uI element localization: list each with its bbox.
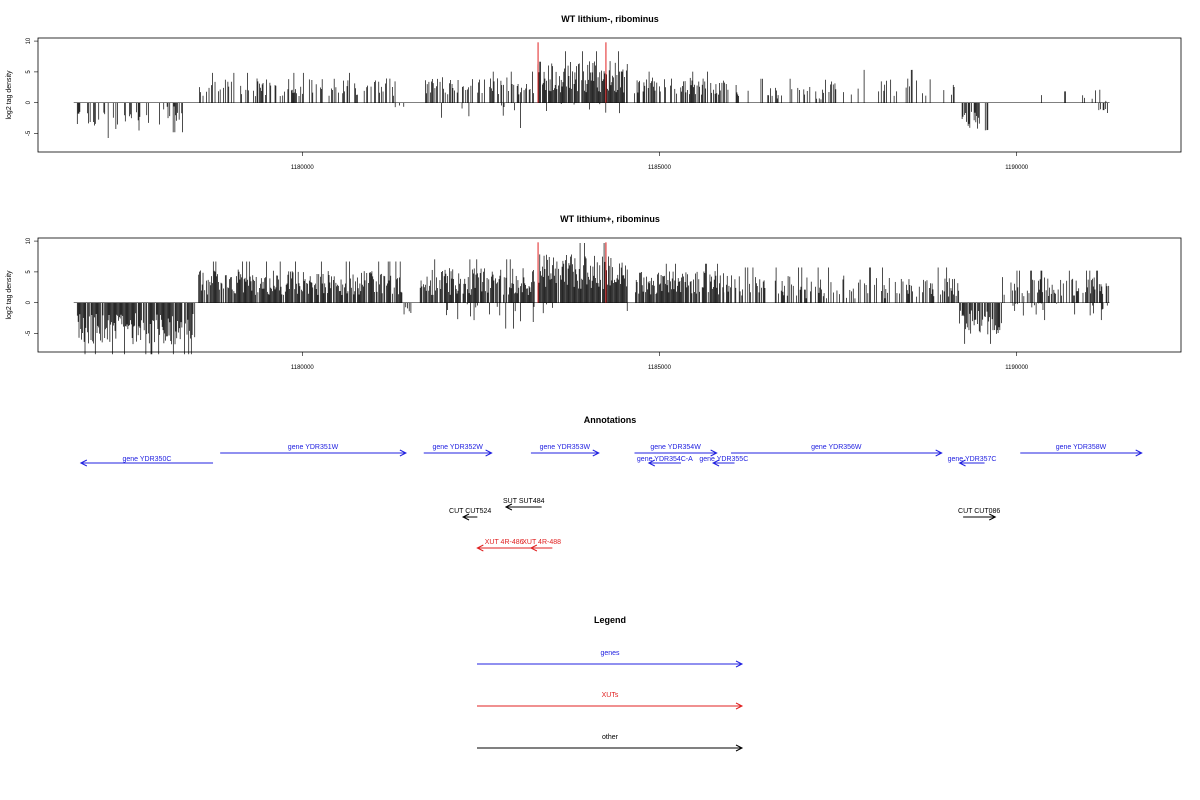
annotation-feature: gene YDR356W xyxy=(730,444,943,457)
feature-label: CUT CUT524 xyxy=(449,508,491,515)
feature-label: XUT 4R-488 xyxy=(522,539,561,546)
legend-title: Legend xyxy=(594,615,626,625)
annotation-feature: gene YDR353W xyxy=(530,444,600,457)
legend-entry: other xyxy=(477,734,744,752)
legend-entry: XUTs xyxy=(477,692,744,710)
feature-label: gene YDR353W xyxy=(540,444,591,451)
feature-label: gene YDR350C xyxy=(122,456,171,463)
x-tick-label: 1190000 xyxy=(1005,165,1029,171)
feature-label: gene YDR354W xyxy=(650,444,701,451)
y-tick-label: -5 xyxy=(26,330,32,336)
axes: -5 0 5 10 1180000 1185000 1190000 xyxy=(26,37,1029,171)
annotation-feature: gene YDR350C xyxy=(79,456,214,467)
arrow-head xyxy=(399,449,408,457)
arrow-head xyxy=(710,449,718,457)
legend-arrow-head xyxy=(735,744,744,752)
legend-label: XUTs xyxy=(602,692,619,699)
y-tick-label: -5 xyxy=(26,130,32,136)
annotation-feature: gene YDR357C xyxy=(948,456,997,467)
y-tick-label: 10 xyxy=(26,237,32,244)
annotation-feature: gene YDR354C-A xyxy=(637,456,693,467)
arrow-head xyxy=(529,544,538,552)
feature-label: gene YDR355C xyxy=(699,456,748,463)
legend: Legend genes XUTs other xyxy=(477,615,744,752)
legend-arrow-head xyxy=(735,702,744,710)
arrow-head xyxy=(592,449,600,457)
x-tick-label: 1185000 xyxy=(648,165,672,171)
plot-frame xyxy=(37,237,1182,353)
arrow-head xyxy=(79,459,88,467)
feature-label: gene YDR356W xyxy=(811,444,862,451)
feature-label: XUT 4R-486 xyxy=(485,539,524,546)
y-axis-label: log2 tag density xyxy=(6,270,13,320)
legend-entry: genes xyxy=(477,650,744,668)
annotation-feature: gene YDR355C xyxy=(699,456,748,467)
feature-label: CUT CUT086 xyxy=(958,508,1000,515)
arrow-head xyxy=(1135,449,1143,457)
legend-arrow-head xyxy=(735,660,744,668)
annotation-feature: XUT 4R-488 xyxy=(522,539,561,552)
arrow-head xyxy=(958,459,966,467)
annotation-feature: gene YDR351W xyxy=(220,444,408,457)
density-bars xyxy=(73,42,1110,138)
axes: -5 0 5 10 1180000 1185000 1190000 xyxy=(26,237,1029,371)
y-tick-label: 10 xyxy=(26,37,32,44)
track-panel-lithium-plus: WT lithium+, ribominus log2 tag density … xyxy=(6,214,1182,371)
x-tick-label: 1190000 xyxy=(1005,365,1029,371)
arrow-head xyxy=(711,459,720,467)
annotation-feature: SUT SUT484 xyxy=(503,498,545,511)
annotation-feature: gene YDR354W xyxy=(634,444,718,457)
annotation-feature: CUT CUT086 xyxy=(958,508,1000,521)
annotation-features: gene YDR350C gene YDR351W gene YDR352W gene… xyxy=(79,444,1143,552)
x-tick-label: 1180000 xyxy=(291,365,315,371)
panel-title: WT lithium-, ribominus xyxy=(561,14,659,24)
y-tick-label: 0 xyxy=(26,300,32,304)
arrow-head xyxy=(485,449,493,457)
feature-label: gene YDR354C-A xyxy=(637,456,693,463)
arrow-head xyxy=(935,449,943,457)
arrow-head xyxy=(476,544,484,552)
annotation-feature: gene YDR358W xyxy=(1020,444,1143,457)
y-tick-label: 5 xyxy=(26,70,32,74)
feature-label: gene YDR357C xyxy=(948,456,997,463)
plot-frame xyxy=(37,37,1182,153)
arrow-head xyxy=(989,513,997,521)
panel-title: WT lithium+, ribominus xyxy=(560,214,660,224)
x-tick-label: 1180000 xyxy=(291,165,315,171)
legend-label: other xyxy=(602,734,619,741)
legend-entries: genes XUTs other xyxy=(477,650,744,752)
annotations-title: Annotations xyxy=(584,415,637,425)
y-tick-label: 0 xyxy=(26,100,32,104)
annotation-feature: gene YDR352W xyxy=(423,444,493,457)
y-axis-label: log2 tag density xyxy=(6,70,13,120)
density-bars xyxy=(73,242,1110,355)
arrow-head xyxy=(461,513,470,521)
feature-label: gene YDR352W xyxy=(432,444,483,451)
annotation-feature: CUT CUT524 xyxy=(449,508,491,521)
feature-label: gene YDR358W xyxy=(1056,444,1107,451)
y-tick-label: 5 xyxy=(26,270,32,274)
track-panel-lithium-minus: WT lithium-, ribominus log2 tag density … xyxy=(6,14,1182,171)
feature-label: gene YDR351W xyxy=(288,444,339,451)
arrow-head xyxy=(647,459,656,467)
legend-label: genes xyxy=(600,650,620,657)
arrow-head xyxy=(504,503,513,511)
x-tick-label: 1185000 xyxy=(648,365,672,371)
feature-label: SUT SUT484 xyxy=(503,498,545,505)
annotation-feature: XUT 4R-486 xyxy=(476,539,531,552)
